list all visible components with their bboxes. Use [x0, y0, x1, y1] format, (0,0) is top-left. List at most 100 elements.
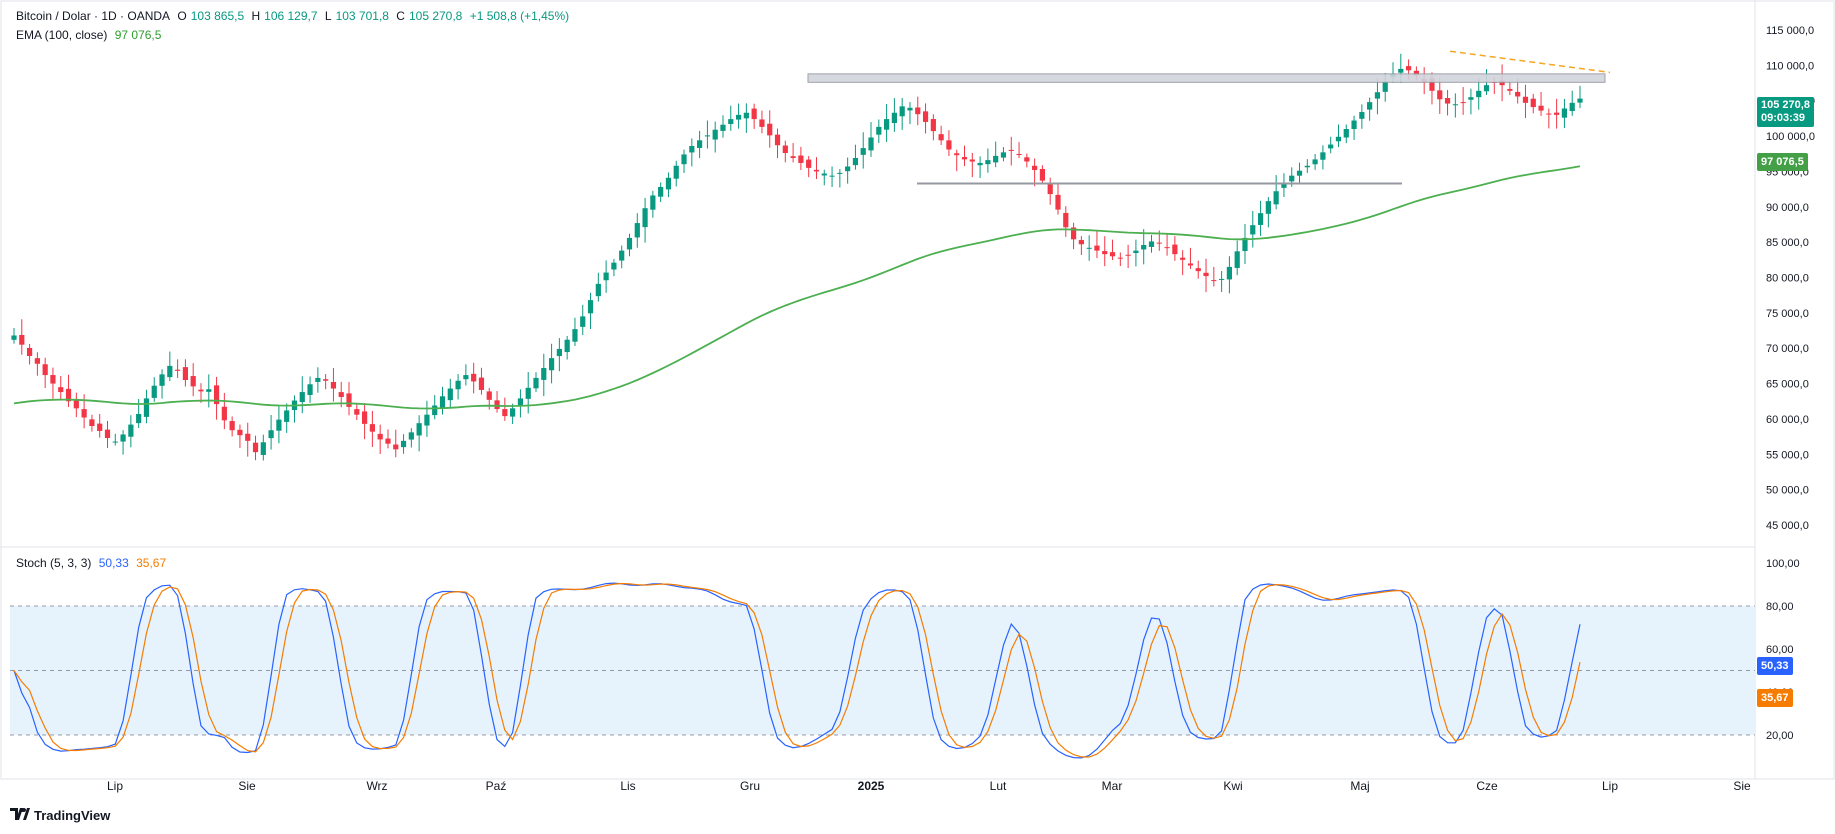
candle-body	[689, 145, 695, 153]
change-value: +1 508,8 (+1,45%)	[469, 9, 570, 23]
candle-body	[541, 368, 547, 380]
candle-body	[1133, 250, 1139, 254]
candle-body	[548, 358, 555, 371]
time-tick-label: Lip	[107, 779, 123, 793]
candle-body	[751, 108, 757, 120]
open-key: O	[177, 9, 187, 23]
candle-body	[1070, 227, 1077, 240]
stoch-k-line	[13, 582, 1581, 759]
tradingview-brand[interactable]: TradingView	[10, 808, 110, 823]
candle-body	[50, 375, 56, 384]
candle-body	[1468, 97, 1474, 100]
stoch-legend: Stoch (5, 3, 3) 50,33 35,67	[16, 556, 170, 570]
candle-body	[1382, 81, 1388, 92]
candle-body	[938, 134, 944, 141]
candle-body	[1257, 213, 1264, 225]
candle-body	[1219, 278, 1225, 280]
candle-body	[743, 112, 749, 119]
candle-body	[837, 172, 843, 174]
candle-body	[533, 377, 539, 389]
candle-body	[136, 413, 142, 424]
candle-body	[361, 411, 368, 424]
price-tick-label: 90 000,0	[1766, 202, 1809, 214]
candle-body	[1203, 272, 1209, 277]
candle-body	[221, 406, 227, 421]
time-tick-label: Lut	[990, 779, 1007, 793]
candle-body	[1180, 257, 1186, 260]
candle-body	[1164, 247, 1170, 249]
chart-frame	[0, 0, 1835, 780]
candle-body	[806, 159, 812, 168]
candle-body	[572, 329, 578, 342]
candle-body	[946, 140, 952, 150]
candle-body	[128, 424, 134, 437]
price-tick-label: 65 000,0	[1766, 379, 1809, 391]
price-tick-label: 70 000,0	[1766, 343, 1809, 355]
stoch-k-value: 50,33	[98, 556, 129, 570]
candle-body	[1289, 175, 1295, 182]
candle-body	[876, 126, 882, 135]
candle-body	[330, 382, 337, 389]
candle-body	[245, 433, 251, 441]
time-tick-label: Maj	[1350, 779, 1369, 793]
stoch-tick-label: 80,00	[1766, 601, 1794, 613]
candle-body	[1039, 168, 1046, 181]
candle-body	[1413, 70, 1419, 76]
candle-body	[89, 419, 95, 426]
stoch-tick-label: 100,00	[1766, 558, 1800, 570]
candle-body	[1328, 144, 1334, 149]
time-tick-label: Lis	[620, 779, 635, 793]
candle-body	[400, 440, 407, 448]
countdown-value: 09:03:39	[1761, 112, 1806, 124]
candle-body	[868, 137, 874, 151]
candle-body	[1187, 263, 1194, 266]
candle-body	[704, 135, 711, 137]
candle-body	[1016, 154, 1022, 156]
candle-body	[1538, 105, 1544, 111]
candle-body	[634, 223, 640, 238]
candle-body	[1226, 266, 1233, 280]
candle-body	[774, 134, 781, 146]
candle-body	[502, 409, 508, 417]
candle-body	[510, 408, 516, 417]
high-value: 106 129,7	[264, 9, 318, 23]
candle-body	[845, 166, 851, 172]
candle-body	[1577, 98, 1583, 103]
candle-body	[447, 388, 453, 401]
candle-body	[112, 441, 118, 443]
candle-body	[829, 175, 835, 177]
candle-body	[1000, 152, 1007, 158]
candle-body	[432, 405, 438, 416]
candle-body	[73, 400, 79, 409]
candle-body	[1055, 194, 1061, 210]
candle-body	[268, 430, 274, 439]
candle-body	[1211, 280, 1217, 282]
candle-body	[1094, 245, 1100, 251]
stoch-tick-label: 20,00	[1766, 730, 1794, 742]
candle-body	[1569, 102, 1575, 112]
low-key: L	[324, 9, 332, 23]
candle-body	[1460, 102, 1466, 104]
ema-line	[13, 165, 1581, 410]
candle-body	[961, 157, 968, 160]
time-tick-label: Gru	[740, 779, 760, 793]
candle-body	[782, 145, 788, 154]
candle-body	[11, 335, 17, 340]
candle-body	[143, 398, 150, 417]
candle-body	[1125, 254, 1131, 256]
time-tick-label: Kwi	[1223, 779, 1242, 793]
candle-body	[1476, 90, 1482, 98]
candle-body	[1312, 159, 1318, 165]
candle-body	[907, 107, 913, 111]
candle-body	[1444, 98, 1451, 104]
candle-body	[930, 119, 936, 132]
candle-body	[58, 387, 64, 393]
candle-body	[252, 442, 259, 453]
price-tick-label: 55 000,0	[1766, 449, 1809, 461]
candle-body	[1148, 241, 1155, 247]
candle-body	[642, 208, 648, 228]
candle-body	[891, 112, 897, 124]
candle-body	[564, 339, 570, 353]
time-tick-label: Sie	[1733, 779, 1751, 793]
